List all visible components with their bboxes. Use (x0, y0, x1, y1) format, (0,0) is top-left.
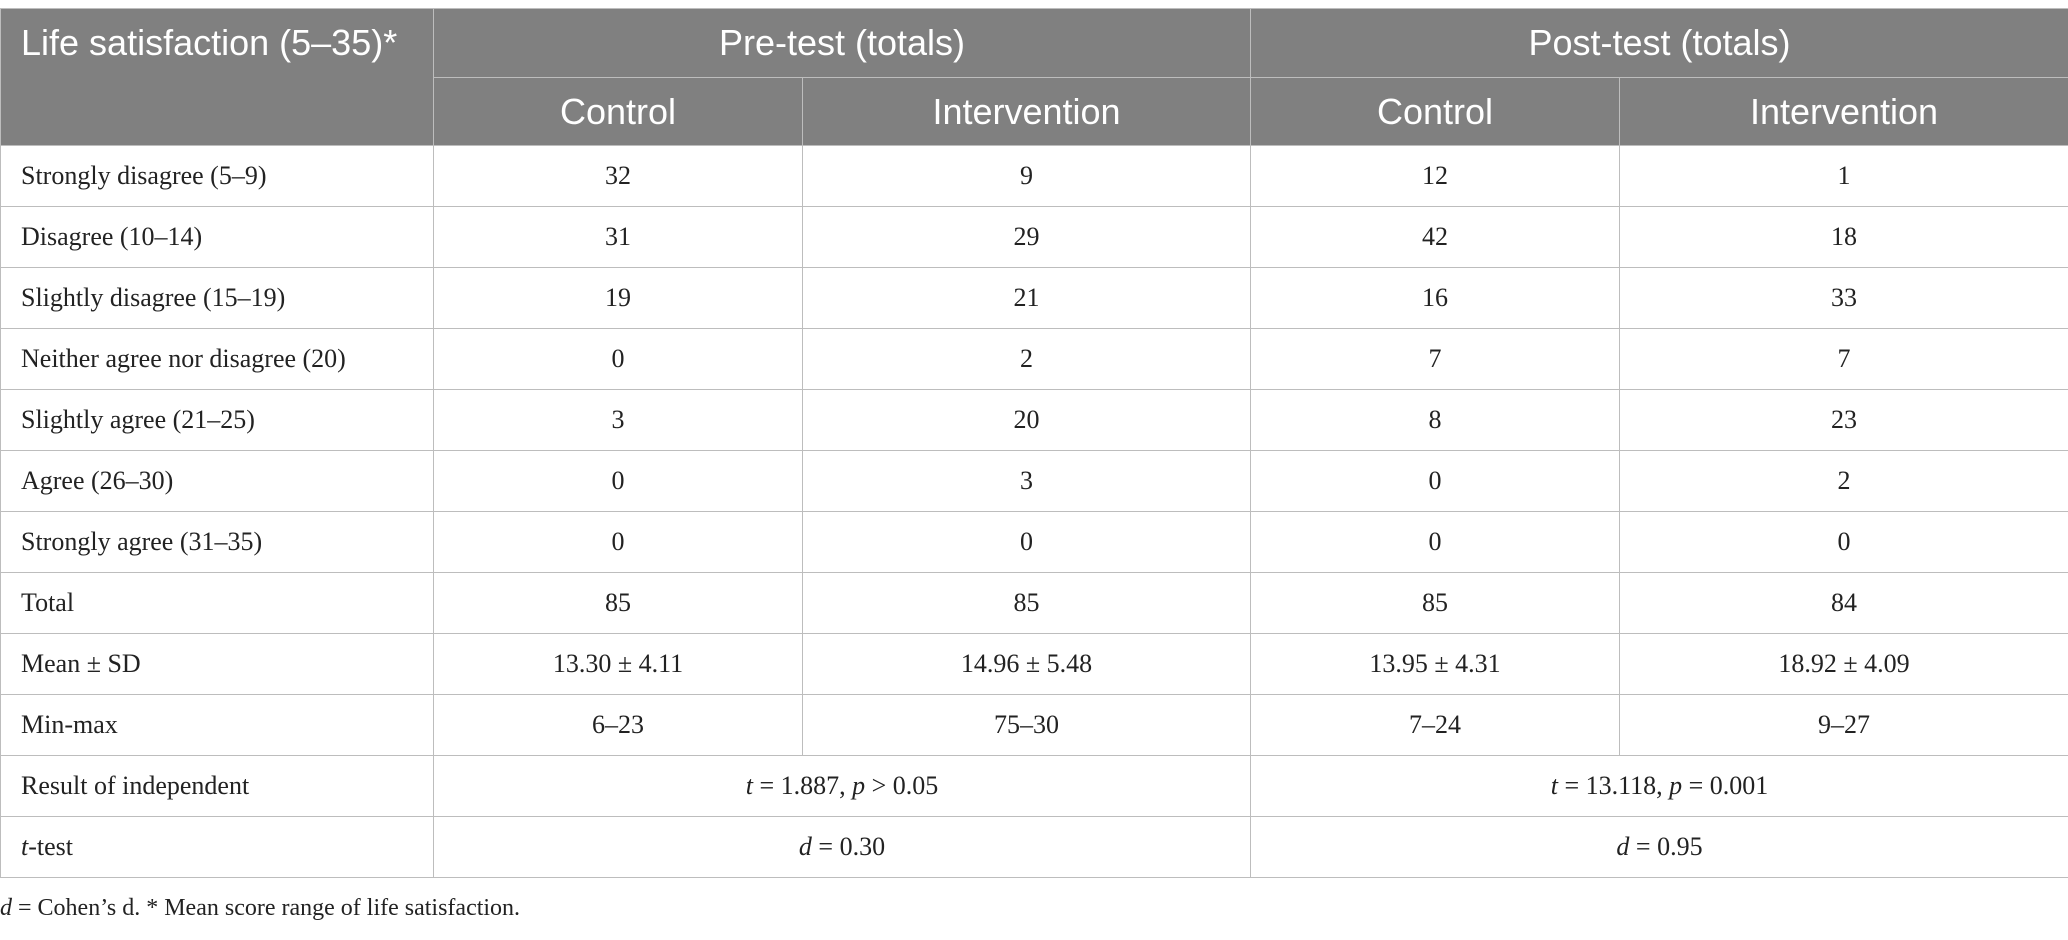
table-row: Disagree (10–14) 31 29 42 18 (0, 206, 2068, 268)
pre-test-header: Pre-test (totals) (433, 8, 1251, 78)
table-row: Strongly agree (31–35) 0 0 0 0 (0, 511, 2068, 573)
table-wrapper: Life satisfaction (5–35)* Pre-test (tota… (0, 8, 2068, 878)
table-cell: 0 (1618, 511, 2068, 573)
table-row: Strongly disagree (5–9) 32 9 12 1 (0, 145, 2068, 207)
table-row: Neither agree nor disagree (20) 0 2 7 7 (0, 328, 2068, 390)
table-header: Life satisfaction (5–35)* Pre-test (tota… (0, 8, 2068, 146)
table-cell: 2 (802, 328, 1251, 390)
table-cell: 32 (433, 145, 803, 207)
table-cell: 0 (802, 511, 1251, 573)
d-symbol: d (0, 895, 12, 921)
pre-effect-size-cell: d = 0.30 (433, 816, 1251, 878)
table-cell: 14.96 ± 5.48 (802, 633, 1251, 695)
table-row: Total 85 85 85 84 (0, 572, 2068, 634)
row-label: Disagree (10–14) (0, 206, 434, 268)
table-row: Slightly agree (21–25) 3 20 8 23 (0, 389, 2068, 451)
table-cell: 9–27 (1618, 694, 2068, 756)
row-label: Strongly disagree (5–9) (0, 145, 434, 207)
table-row: Mean ± SD 13.30 ± 4.11 14.96 ± 5.48 13.9… (0, 633, 2068, 695)
t-value: = 1.887, (752, 771, 853, 800)
table-cell: 8 (1250, 389, 1620, 451)
table-cell: 84 (1618, 572, 2068, 634)
table-footnote: d = Cohen’s d. * Mean score range of lif… (0, 895, 520, 922)
table-cell: 19 (433, 267, 803, 329)
footnote-text: = Cohen’s d. * Mean score range of life … (12, 895, 521, 921)
pre-intervention-header: Intervention (802, 77, 1251, 146)
life-satisfaction-table: Life satisfaction (5–35)* Pre-test (tota… (0, 8, 2068, 878)
table-row: Agree (26–30) 0 3 0 2 (0, 450, 2068, 512)
table-cell: 29 (802, 206, 1251, 268)
table-cell: 18 (1618, 206, 2068, 268)
d-symbol: d (798, 832, 812, 861)
table-cell: 0 (433, 511, 803, 573)
row-label: Neither agree nor disagree (20) (0, 328, 434, 390)
table-cell: 23 (1618, 389, 2068, 451)
header-row-1: Life satisfaction (5–35)* Pre-test (tota… (0, 8, 2068, 146)
d-value: = 0.95 (1629, 832, 1703, 861)
table-cell: 6–23 (433, 694, 803, 756)
table-cell: 7 (1250, 328, 1620, 390)
table-row-ttest: Result of independent t = 1.887, p > 0.0… (0, 755, 2068, 817)
pre-control-header: Control (433, 77, 803, 146)
t-value: = 13.118, (1557, 771, 1670, 800)
table-cell: 33 (1618, 267, 2068, 329)
table-cell: 21 (802, 267, 1251, 329)
table-cell: 31 (433, 206, 803, 268)
table-cell: 7 (1618, 328, 2068, 390)
table-cell: 18.92 ± 4.09 (1618, 633, 2068, 695)
pre-ttest-cell: t = 1.887, p > 0.05 (433, 755, 1251, 817)
p-symbol: p (1669, 771, 1683, 800)
table-row-effect-size: t-test d = 0.30 d = 0.95 (0, 816, 2068, 878)
table-cell: 13.30 ± 4.11 (433, 633, 803, 695)
table-cell: 3 (433, 389, 803, 451)
d-symbol: d (1616, 832, 1630, 861)
table-cell: 85 (433, 572, 803, 634)
post-ttest-cell: t = 13.118, p = 0.001 (1249, 755, 2068, 817)
table-cell: 13.95 ± 4.31 (1250, 633, 1620, 695)
table-cell: 0 (1250, 511, 1620, 573)
row-label: Agree (26–30) (0, 450, 434, 512)
row-label: Strongly agree (31–35) (0, 511, 434, 573)
header-row-2: Control Intervention Control Interventio… (1, 77, 2068, 146)
p-value: > 0.05 (865, 771, 939, 800)
table-cell: 42 (1250, 206, 1620, 268)
table-cell: 85 (1250, 572, 1620, 634)
post-test-header: Post-test (totals) (1249, 8, 2068, 78)
table-cell: 0 (1250, 450, 1620, 512)
table-cell: 7–24 (1250, 694, 1620, 756)
row-label: Slightly agree (21–25) (0, 389, 434, 451)
d-value: = 0.30 (811, 832, 886, 861)
post-effect-size-cell: d = 0.95 (1249, 816, 2068, 878)
table-cell: 2 (1618, 450, 2068, 512)
row-label: Slightly disagree (15–19) (0, 267, 434, 329)
table-cell: 0 (433, 450, 803, 512)
corner-header: Life satisfaction (5–35)* (0, 8, 434, 146)
t-symbol: t (745, 771, 753, 800)
row-label: Min-max (0, 694, 434, 756)
table-cell: 9 (802, 145, 1251, 207)
row-label: Result of independent (0, 755, 434, 817)
table-cell: 20 (802, 389, 1251, 451)
table-cell: 0 (433, 328, 803, 390)
t-symbol: t (1550, 771, 1558, 800)
post-control-header: Control (1250, 77, 1620, 146)
table-cell: 16 (1250, 267, 1620, 329)
t-symbol: t (21, 832, 29, 861)
table-cell: 85 (802, 572, 1251, 634)
row-label: Total (0, 572, 434, 634)
table-cell: 12 (1250, 145, 1620, 207)
p-symbol: p (852, 771, 866, 800)
p-value: = 0.001 (1682, 771, 1769, 800)
table-cell: 3 (802, 450, 1251, 512)
table-cell: 75–30 (802, 694, 1251, 756)
table-row: Slightly disagree (15–19) 19 21 16 33 (0, 267, 2068, 329)
post-intervention-header: Intervention (1618, 77, 2068, 146)
row-label: t-test (0, 816, 434, 878)
table-cell: 1 (1618, 145, 2068, 207)
table-body: Strongly disagree (5–9) 32 9 12 1 Disagr… (0, 145, 2068, 878)
row-label-rest: -test (28, 832, 73, 861)
table-row: Min-max 6–23 75–30 7–24 9–27 (0, 694, 2068, 756)
row-label: Mean ± SD (0, 633, 434, 695)
